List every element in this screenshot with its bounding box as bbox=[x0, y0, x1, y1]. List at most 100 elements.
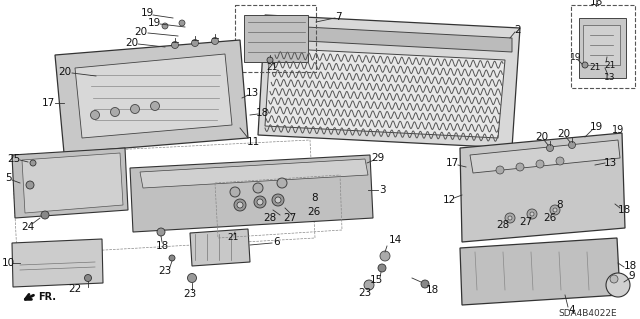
Text: 18: 18 bbox=[618, 205, 630, 215]
Text: 21: 21 bbox=[227, 233, 239, 241]
Circle shape bbox=[556, 157, 564, 165]
Text: 14: 14 bbox=[388, 235, 402, 245]
Polygon shape bbox=[244, 15, 308, 62]
Text: 19: 19 bbox=[147, 18, 161, 28]
Text: 13: 13 bbox=[245, 88, 259, 98]
Circle shape bbox=[90, 110, 99, 120]
Text: FR.: FR. bbox=[38, 292, 56, 302]
Polygon shape bbox=[190, 229, 250, 266]
Polygon shape bbox=[55, 40, 248, 153]
Polygon shape bbox=[579, 18, 626, 78]
Text: 20: 20 bbox=[58, 67, 72, 77]
Polygon shape bbox=[12, 239, 103, 287]
Text: 8: 8 bbox=[557, 200, 563, 210]
Circle shape bbox=[234, 199, 246, 211]
Text: 22: 22 bbox=[68, 284, 82, 294]
Circle shape bbox=[275, 197, 281, 203]
Text: 27: 27 bbox=[520, 217, 532, 227]
Polygon shape bbox=[22, 153, 123, 213]
Circle shape bbox=[254, 196, 266, 208]
Text: 19: 19 bbox=[140, 8, 154, 18]
Circle shape bbox=[536, 160, 544, 168]
Circle shape bbox=[26, 181, 34, 189]
Text: 8: 8 bbox=[312, 193, 318, 203]
Circle shape bbox=[527, 209, 537, 219]
Polygon shape bbox=[470, 140, 620, 173]
Text: 13: 13 bbox=[604, 158, 616, 168]
Text: 18: 18 bbox=[156, 241, 168, 251]
Text: 23: 23 bbox=[358, 288, 372, 298]
Text: 12: 12 bbox=[442, 195, 456, 205]
Polygon shape bbox=[130, 155, 373, 232]
Polygon shape bbox=[460, 238, 620, 305]
Circle shape bbox=[157, 228, 165, 236]
Text: 28: 28 bbox=[264, 213, 276, 223]
Polygon shape bbox=[268, 25, 512, 52]
Circle shape bbox=[172, 41, 179, 48]
Text: 6: 6 bbox=[274, 237, 280, 247]
Circle shape bbox=[230, 187, 240, 197]
Text: 18: 18 bbox=[255, 108, 269, 118]
Polygon shape bbox=[140, 159, 368, 188]
Text: 19: 19 bbox=[570, 53, 582, 62]
Polygon shape bbox=[460, 133, 625, 242]
Circle shape bbox=[547, 145, 554, 152]
Polygon shape bbox=[583, 25, 620, 65]
Text: 13: 13 bbox=[604, 73, 616, 83]
Circle shape bbox=[188, 273, 196, 283]
Text: 5: 5 bbox=[4, 173, 12, 183]
Circle shape bbox=[30, 160, 36, 166]
Circle shape bbox=[257, 199, 263, 205]
Circle shape bbox=[364, 280, 374, 290]
Text: 18: 18 bbox=[426, 285, 438, 295]
Text: 19: 19 bbox=[589, 122, 603, 132]
Circle shape bbox=[610, 275, 618, 283]
Text: 27: 27 bbox=[284, 213, 296, 223]
Text: 3: 3 bbox=[379, 185, 385, 195]
Text: 9: 9 bbox=[628, 271, 636, 281]
Polygon shape bbox=[265, 48, 505, 138]
Circle shape bbox=[272, 194, 284, 206]
Circle shape bbox=[41, 211, 49, 219]
Text: 2: 2 bbox=[515, 25, 522, 35]
Circle shape bbox=[553, 208, 557, 212]
Text: 23: 23 bbox=[184, 289, 196, 299]
Text: 20: 20 bbox=[557, 129, 571, 139]
Circle shape bbox=[84, 275, 92, 281]
Text: 17: 17 bbox=[445, 158, 459, 168]
Circle shape bbox=[505, 213, 515, 223]
Text: 10: 10 bbox=[1, 258, 15, 268]
Circle shape bbox=[191, 40, 198, 47]
Polygon shape bbox=[12, 148, 128, 218]
Circle shape bbox=[550, 205, 560, 215]
Circle shape bbox=[169, 255, 175, 261]
Text: SDA4B4022E: SDA4B4022E bbox=[558, 309, 616, 318]
Circle shape bbox=[421, 280, 429, 288]
Circle shape bbox=[378, 264, 386, 272]
Text: 28: 28 bbox=[497, 220, 509, 230]
Circle shape bbox=[380, 251, 390, 261]
Text: 23: 23 bbox=[158, 266, 172, 276]
Circle shape bbox=[131, 105, 140, 114]
Text: 20: 20 bbox=[536, 132, 548, 142]
Circle shape bbox=[253, 183, 263, 193]
Text: 26: 26 bbox=[307, 207, 321, 217]
Circle shape bbox=[179, 20, 185, 26]
Text: 18: 18 bbox=[623, 261, 637, 271]
Circle shape bbox=[530, 212, 534, 216]
Text: 19: 19 bbox=[612, 125, 624, 135]
Text: 20: 20 bbox=[134, 27, 148, 37]
Circle shape bbox=[277, 178, 287, 188]
Circle shape bbox=[496, 166, 504, 174]
Circle shape bbox=[237, 202, 243, 208]
Text: 26: 26 bbox=[543, 213, 557, 223]
Text: 21: 21 bbox=[604, 61, 616, 70]
Circle shape bbox=[211, 38, 218, 44]
Circle shape bbox=[111, 108, 120, 116]
Polygon shape bbox=[75, 54, 232, 138]
Circle shape bbox=[267, 57, 273, 63]
Circle shape bbox=[508, 216, 512, 220]
Text: 29: 29 bbox=[371, 153, 385, 163]
Polygon shape bbox=[258, 15, 520, 148]
Text: 25: 25 bbox=[8, 154, 20, 164]
